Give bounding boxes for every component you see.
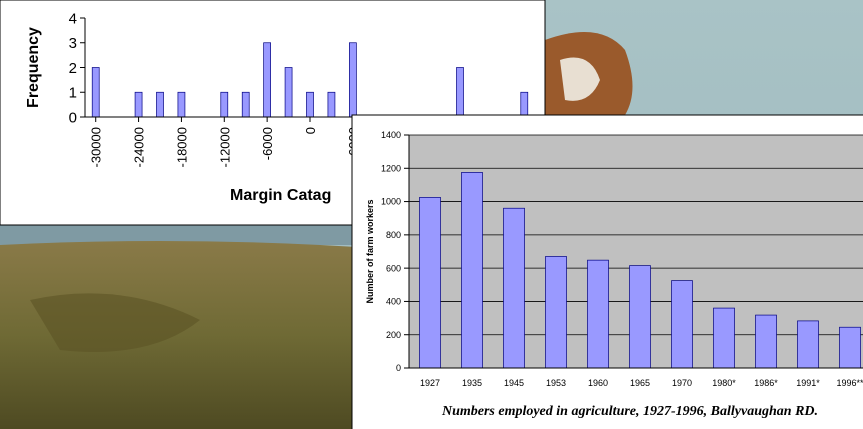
y-tick-label: 800 — [386, 230, 401, 240]
chart-title: Numbers employed in agriculture, 1927-19… — [441, 404, 818, 419]
bar — [629, 265, 651, 369]
x-tick-label: -12000 — [217, 127, 232, 167]
y-tick-label: 1 — [69, 85, 77, 102]
bar — [241, 91, 250, 118]
x-tick-label: 1927 — [420, 378, 440, 388]
x-tick-label: 1970 — [672, 378, 692, 388]
y-tick-label: 600 — [386, 263, 401, 273]
bar — [755, 314, 777, 369]
bar — [91, 67, 100, 118]
x-tick-label: 1945 — [504, 378, 524, 388]
bar — [713, 307, 735, 369]
bar — [349, 42, 357, 118]
x-tick-label: -6000 — [260, 127, 275, 160]
bar — [797, 320, 819, 369]
bar — [456, 67, 464, 118]
bar — [156, 91, 164, 118]
x-tick-label: 1935 — [462, 378, 482, 388]
bar — [587, 259, 609, 369]
y-axis-label: Number of farm workers — [365, 199, 375, 303]
bar — [177, 91, 186, 118]
x-tick-label: 1991* — [796, 378, 820, 388]
x-tick-label: 1986* — [754, 378, 778, 388]
y-tick-label: 1200 — [381, 163, 401, 173]
bar — [134, 91, 143, 118]
x-tick-label: 1965 — [630, 378, 650, 388]
bar — [839, 326, 861, 369]
y-tick-label: 200 — [386, 330, 401, 340]
x-tick-label: -30000 — [89, 127, 104, 167]
bar — [503, 207, 525, 369]
y-tick-label: 4 — [69, 10, 77, 27]
y-tick-label: 2 — [69, 60, 77, 77]
x-tick-label: 1996** — [836, 378, 863, 388]
chart-2: 0 200 400 600 800 1000 1200 1400 1927 1935 1945 195… — [351, 114, 863, 429]
x-tick-label: 1960 — [588, 378, 608, 388]
y-axis-label: Frequency — [25, 27, 42, 108]
x-tick-label: -18000 — [174, 127, 189, 167]
x-tick-label: 0 — [303, 127, 318, 134]
y-tick-label: 400 — [386, 297, 401, 307]
x-axis-label: Margin Catag — [230, 187, 331, 204]
chart-1: 01234-30000-24000-18000-12000-600006000F… — [0, 0, 546, 226]
photo-grass — [0, 241, 400, 429]
bar — [327, 91, 336, 118]
y-tick-label: 1400 — [381, 130, 401, 140]
photo-shadow — [30, 293, 200, 352]
x-tick-label: 1980* — [712, 378, 736, 388]
bar — [419, 197, 441, 369]
bar — [284, 67, 293, 118]
bar — [263, 42, 271, 118]
bar — [545, 256, 567, 369]
x-tick-label: 1953 — [546, 378, 566, 388]
bar — [520, 91, 529, 118]
y-tick-label: 0 — [69, 109, 77, 126]
x-tick-label: -24000 — [132, 127, 147, 167]
bar — [461, 172, 483, 369]
bar — [671, 280, 693, 369]
y-tick-label: 3 — [69, 35, 77, 52]
y-tick-label: 0 — [396, 363, 401, 373]
bar — [220, 91, 229, 118]
bar — [306, 91, 314, 118]
photo-cow-patch — [560, 57, 600, 101]
y-tick-label: 1000 — [381, 197, 401, 207]
